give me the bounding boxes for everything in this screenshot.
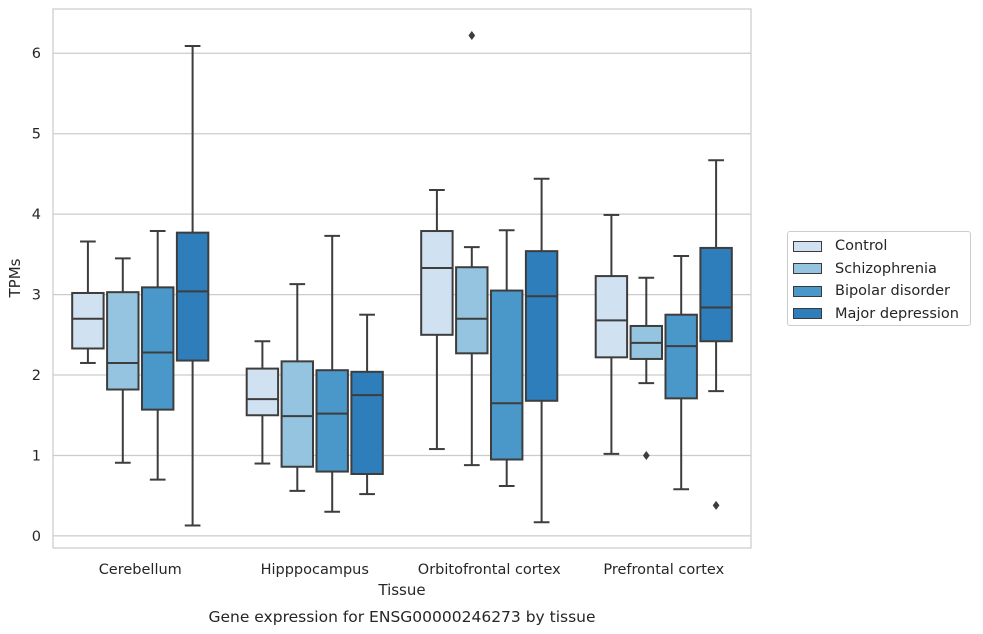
plot-background xyxy=(53,9,751,548)
y-tick-labels: 0 1 2 3 4 5 6 xyxy=(32,46,41,545)
box-hipppocampus-bipolar-disorder xyxy=(315,369,349,473)
outlier-prefrontal-cortex-schizophrenia-0 xyxy=(642,450,650,460)
x-tick-label-prefrontal-cortex: Prefrontal cortex xyxy=(603,562,724,578)
box-orbitofrontal-cortex-control xyxy=(420,230,454,336)
legend-swatch-schizophrenia xyxy=(793,263,822,275)
box-cerebellum-schizophrenia xyxy=(106,291,140,391)
legend: Control Schizophrenia Bipolar disorder M… xyxy=(787,231,971,326)
outlier-prefrontal-cortex-major-depression-0 xyxy=(712,500,720,510)
box-prefrontal-cortex-bipolar-disorder xyxy=(664,313,698,400)
box-prefrontal-cortex-major-depression xyxy=(699,246,733,343)
box-hipppocampus-schizophrenia xyxy=(280,360,315,468)
x-tick-labels: Cerebellum Hipppocampus Orbitofrontal cort… xyxy=(99,562,725,578)
y-tick-label-1: 1 xyxy=(32,448,41,464)
legend-item-bipolar-disorder: Bipolar disorder xyxy=(793,280,970,303)
x-tick-label-hipppocampus: Hipppocampus xyxy=(261,562,369,578)
plot-frame xyxy=(52,8,752,549)
legend-label-schizophrenia: Schizophrenia xyxy=(835,260,937,277)
legend-item-schizophrenia: Schizophrenia xyxy=(793,258,970,281)
legend-swatch-control xyxy=(793,240,822,252)
box-orbitofrontal-cortex-bipolar-disorder xyxy=(489,289,524,461)
x-tick-label-orbitofrontal-cortex: Orbitofrontal cortex xyxy=(418,562,561,578)
legend-item-major-depression: Major depression xyxy=(793,303,970,326)
box-prefrontal-cortex-control xyxy=(594,275,629,359)
y-tick-label-0: 0 xyxy=(32,529,41,545)
box-hipppocampus-major-depression xyxy=(350,370,384,475)
box-cerebellum-major-depression xyxy=(175,231,210,362)
legend-item-control: Control xyxy=(793,235,970,258)
legend-swatch-bipolar-disorder xyxy=(793,285,822,297)
y-tick-label-6: 6 xyxy=(32,46,41,62)
x-axis-label: Tissue xyxy=(377,581,425,599)
legend-label-major-depression: Major depression xyxy=(835,305,959,322)
box-hipppocampus-control xyxy=(245,367,280,417)
chart-title: Gene expression for ENSG00000246273 by t… xyxy=(208,608,595,626)
box-cerebellum-bipolar-disorder xyxy=(140,286,175,411)
y-tick-label-2: 2 xyxy=(32,368,41,384)
legend-label-control: Control xyxy=(835,238,888,255)
x-tick-label-cerebellum: Cerebellum xyxy=(99,562,182,578)
y-tick-label-3: 3 xyxy=(32,288,41,304)
legend-swatch-major-depression xyxy=(793,308,822,320)
box-orbitofrontal-cortex-schizophrenia xyxy=(455,266,489,355)
y-tick-label-4: 4 xyxy=(32,207,41,223)
box-cerebellum-control xyxy=(71,291,105,350)
box-groups xyxy=(71,31,733,527)
y-axis-label: TPMs xyxy=(6,258,24,298)
legend-label-bipolar-disorder: Bipolar disorder xyxy=(835,283,950,300)
box-orbitofrontal-cortex-major-depression xyxy=(524,250,559,402)
outlier-orbitofrontal-cortex-schizophrenia-0 xyxy=(468,31,476,41)
y-tick-label-5: 5 xyxy=(32,127,41,143)
